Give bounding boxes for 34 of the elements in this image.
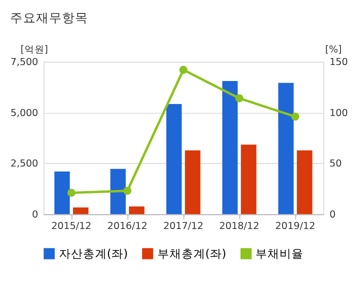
x-tick-label: 2015/12 xyxy=(51,221,92,232)
y-tick-label: 2,500 xyxy=(10,158,38,170)
bar xyxy=(166,104,182,214)
point xyxy=(179,66,188,74)
y2-tick-label: 0 xyxy=(330,210,336,221)
point xyxy=(235,94,244,102)
y2-tick-label: 50 xyxy=(330,158,342,170)
legend-label: 부채총계(좌) xyxy=(157,246,226,261)
bar xyxy=(296,150,312,214)
y-tick-label: 7,500 xyxy=(10,57,38,68)
x-tick-label: 2016/12 xyxy=(107,221,148,232)
bar xyxy=(128,206,144,214)
bar xyxy=(184,150,200,214)
y-tick-label: 0 xyxy=(32,210,38,221)
y2-axis-title: [%] xyxy=(325,44,342,56)
point xyxy=(291,112,300,121)
bar xyxy=(222,81,238,214)
legend-label: 자산총계(좌) xyxy=(58,246,128,261)
x-tick-label: 2019/12 xyxy=(275,221,316,232)
y-tick-label: 5,000 xyxy=(10,108,38,119)
bar xyxy=(110,168,126,214)
point xyxy=(123,186,132,195)
x-tick-label: 2018/12 xyxy=(219,221,260,232)
y2-tick-label: 100 xyxy=(330,108,348,119)
y2-tick-label: 150 xyxy=(330,57,348,68)
point xyxy=(67,188,76,197)
y-axis-title: [억원] xyxy=(20,44,48,56)
x-tick-label: 2017/12 xyxy=(163,221,204,232)
chart-title: 주요재무항목 xyxy=(10,10,88,26)
bar xyxy=(278,82,294,214)
bar xyxy=(54,171,70,214)
legend-label: 부채비율 xyxy=(256,246,304,261)
bar xyxy=(73,207,88,214)
bar xyxy=(240,144,256,214)
